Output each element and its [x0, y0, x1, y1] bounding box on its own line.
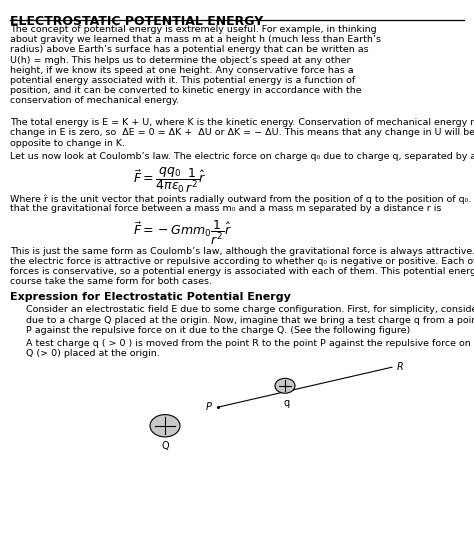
Text: that the gravitational force between a mass m₀ and a mass m separated by a dista: that the gravitational force between a m…	[10, 204, 442, 213]
Text: conservation of mechanical energy.: conservation of mechanical energy.	[10, 96, 180, 105]
Text: ELECTROSTATIC POTENTIAL ENERGY: ELECTROSTATIC POTENTIAL ENERGY	[10, 15, 264, 28]
Text: opposite to change in K.: opposite to change in K.	[10, 138, 126, 148]
Text: change in E is zero, so  ΔE = 0 = ΔK +  ΔU or ΔK = − ΔU. This means that any cha: change in E is zero, so ΔE = 0 = ΔK + ΔU…	[10, 129, 474, 137]
Text: position, and it can be converted to kinetic energy in accordance with the: position, and it can be converted to kin…	[10, 86, 362, 95]
Text: Q: Q	[161, 441, 169, 451]
Text: P: P	[206, 402, 212, 412]
Text: $\vec{F} = \dfrac{qq_0}{4\pi\varepsilon_0}\dfrac{1}{r^2}\hat{r}$: $\vec{F} = \dfrac{qq_0}{4\pi\varepsilon_…	[133, 166, 206, 195]
Text: course take the same form for both cases.: course take the same form for both cases…	[10, 277, 212, 286]
Text: height, if we know its speed at one height. Any conservative force has a: height, if we know its speed at one heig…	[10, 66, 354, 74]
Text: Consider an electrostatic field E due to some charge configuration. First, for s: Consider an electrostatic field E due to…	[26, 305, 474, 315]
Text: The total energy is E = K + U, where K is the kinetic energy. Conservation of me: The total energy is E = K + U, where K i…	[10, 118, 474, 127]
Text: q: q	[284, 398, 290, 408]
Text: due to a charge Q placed at the origin. Now, imagine that we bring a test charge: due to a charge Q placed at the origin. …	[26, 316, 474, 324]
Text: Expression for Electrostatic Potential Energy: Expression for Electrostatic Potential E…	[10, 292, 292, 302]
Text: Q (> 0) placed at the origin.: Q (> 0) placed at the origin.	[26, 349, 160, 358]
Text: $\vec{F} = -Gmm_0\dfrac{1}{r^2}\hat{r}$: $\vec{F} = -Gmm_0\dfrac{1}{r^2}\hat{r}$	[133, 218, 232, 247]
Ellipse shape	[275, 379, 295, 393]
Text: P against the repulsive force on it due to the charge Q. (See the following figu: P against the repulsive force on it due …	[26, 325, 410, 335]
Ellipse shape	[150, 415, 180, 437]
Text: Let us now look at Coulomb’s law. The electric force on charge q₀ due to charge : Let us now look at Coulomb’s law. The el…	[10, 152, 474, 161]
Text: This is just the same form as Coulomb’s law, although the gravitational force is: This is just the same form as Coulomb’s …	[10, 247, 474, 256]
Text: potential energy associated with it. This potential energy is a function of: potential energy associated with it. Thi…	[10, 75, 356, 85]
Text: The concept of potential energy is extremely useful. For example, in thinking: The concept of potential energy is extre…	[10, 25, 377, 34]
Text: radius) above Earth’s surface has a potential energy that can be written as: radius) above Earth’s surface has a pote…	[10, 45, 369, 54]
Text: A test charge q ( > 0 ) is moved from the point R to the point P against the rep: A test charge q ( > 0 ) is moved from th…	[26, 339, 474, 348]
Text: about gravity we learned that a mass m at a height h (much less than Earth’s: about gravity we learned that a mass m a…	[10, 35, 382, 44]
Text: forces is conservative, so a potential energy is associated with each of them. T: forces is conservative, so a potential e…	[10, 267, 474, 276]
Text: Where r̂ is the unit vector that points radially outward from the position of q : Where r̂ is the unit vector that points …	[10, 194, 474, 203]
Text: U(h) = mgh. This helps us to determine the object’s speed at any other: U(h) = mgh. This helps us to determine t…	[10, 55, 351, 65]
Text: the electric force is attractive or repulsive according to whether q₀ is negativ: the electric force is attractive or repu…	[10, 257, 474, 266]
Text: R: R	[397, 362, 404, 372]
